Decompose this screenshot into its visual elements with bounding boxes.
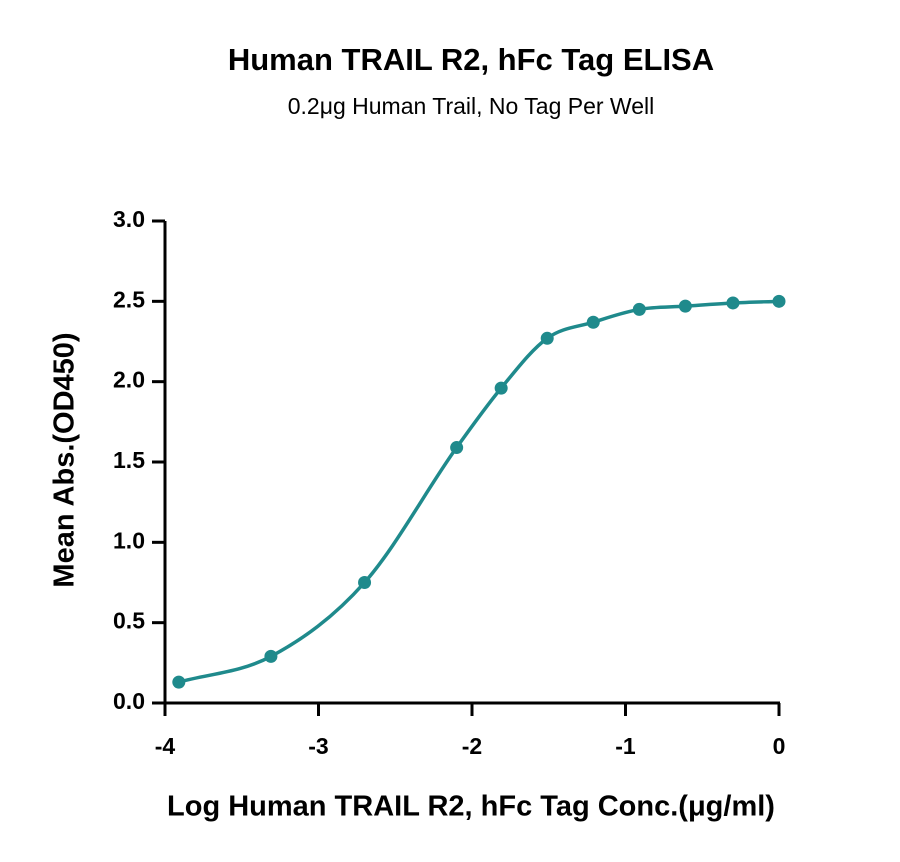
- data-point: [772, 294, 786, 308]
- y-tick-label: 0.0: [113, 688, 145, 714]
- data-point: [494, 381, 508, 395]
- x-tick-label: 0: [773, 733, 786, 759]
- chart-title: Human TRAIL R2, hFc Tag ELISA: [228, 42, 714, 77]
- x-tick-label: -1: [615, 733, 636, 759]
- fit-curve: [178, 299, 780, 684]
- y-tick-label: 0.5: [113, 608, 145, 634]
- data-point: [586, 315, 600, 329]
- data-point: [726, 296, 740, 310]
- x-tick-label: -2: [462, 733, 482, 759]
- data-point: [172, 675, 186, 689]
- data-point: [264, 649, 278, 663]
- data-point: [540, 331, 554, 345]
- y-tick-label: 1.5: [113, 447, 145, 473]
- y-tick-label: 2.5: [113, 286, 145, 312]
- data-point: [450, 441, 464, 455]
- y-axis-label: Mean Abs.(OD450): [49, 332, 81, 587]
- x-tick-label: -3: [308, 733, 328, 759]
- data-point: [632, 302, 646, 316]
- x-axis-label: Log Human TRAIL R2, hFc Tag Conc.(μg/ml): [167, 791, 775, 823]
- chart-subtitle: 0.2μg Human Trail, No Tag Per Well: [288, 93, 655, 119]
- y-tick-label: 1.0: [113, 527, 145, 553]
- x-tick-label: -4: [155, 733, 176, 759]
- y-tick-label: 2.0: [113, 367, 145, 393]
- data-point: [358, 576, 372, 589]
- data-point: [678, 299, 692, 313]
- y-tick-label: 3.0: [113, 206, 145, 232]
